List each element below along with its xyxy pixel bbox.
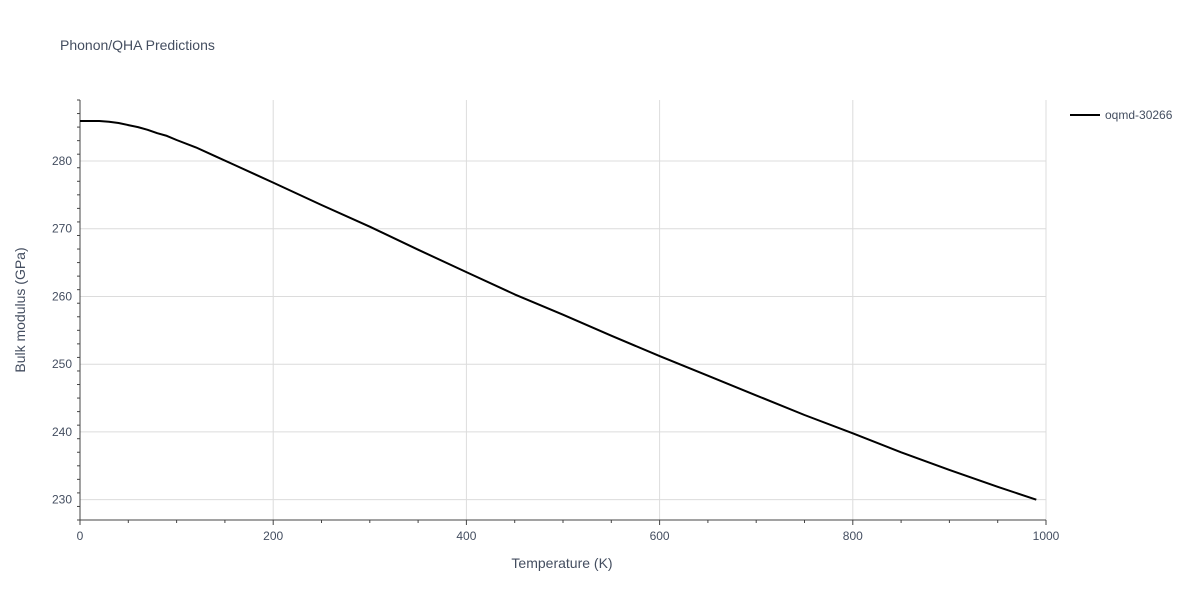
y-axis-ticks: 230 240 250 260 270 280 <box>52 99 80 521</box>
y-tick-label: 270 <box>52 222 72 236</box>
x-tick-label: 0 <box>77 529 84 543</box>
x-tick-label: 600 <box>650 529 670 543</box>
x-tick-label: 800 <box>843 529 863 543</box>
y-tick-label: 240 <box>52 425 72 439</box>
legend[interactable]: oqmd-30266 <box>1070 108 1173 122</box>
series-line <box>80 120 1037 501</box>
chart-title: Phonon/QHA Predictions <box>60 37 215 53</box>
y-axis-title: Bulk modulus (GPa) <box>12 247 28 372</box>
grid <box>80 100 1047 520</box>
x-tick-label: 1000 <box>1033 529 1060 543</box>
y-tick-label: 280 <box>52 154 72 168</box>
y-tick-label: 260 <box>52 289 72 303</box>
x-axis-title: Temperature (K) <box>511 555 612 571</box>
y-tick-label: 230 <box>52 493 72 507</box>
x-tick-label: 200 <box>263 529 283 543</box>
x-axis-ticks: 0 200 400 600 800 1000 <box>77 520 1060 543</box>
legend-label: oqmd-30266 <box>1105 108 1173 122</box>
plot-area <box>80 120 1037 501</box>
axes <box>79 100 1046 521</box>
x-tick-label: 400 <box>456 529 476 543</box>
y-tick-label: 250 <box>52 357 72 371</box>
